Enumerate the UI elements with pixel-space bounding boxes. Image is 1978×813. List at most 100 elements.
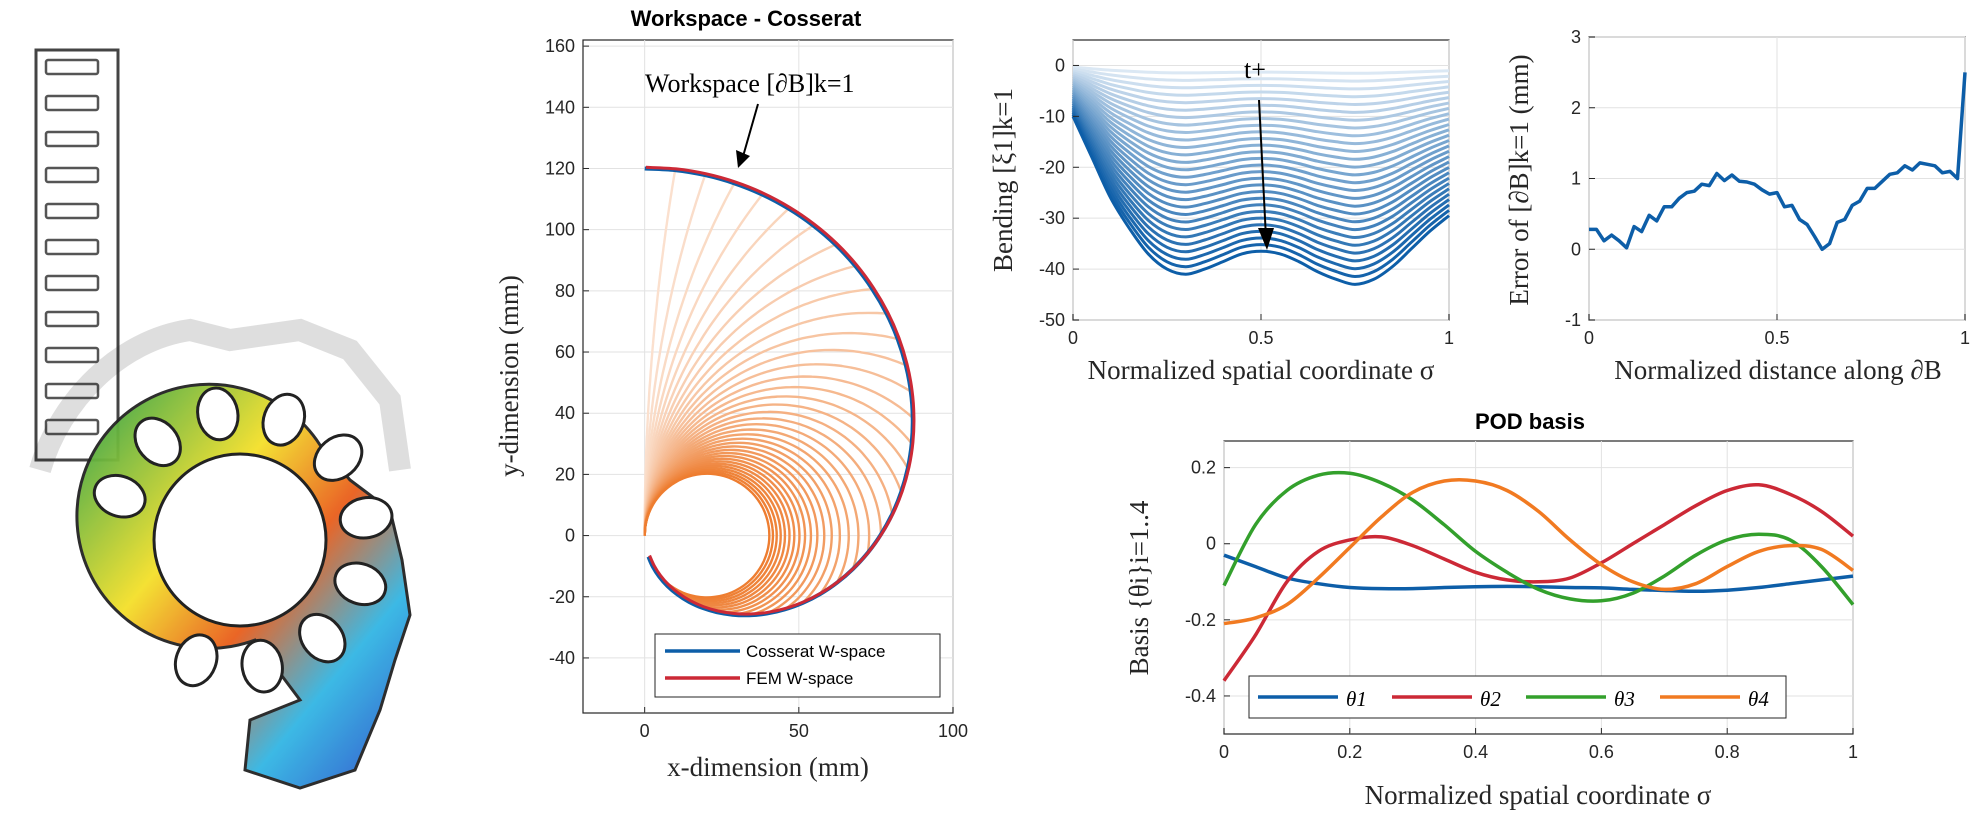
workspace-legend: Cosserat W-space FEM W-space: [654, 633, 941, 698]
bending-tick-label-y: -10: [1039, 106, 1065, 126]
bending-xlabel: Normalized spatial coordinate σ: [1088, 355, 1435, 385]
bending-tick-label-x: 0: [1068, 328, 1078, 348]
pod-tick-label-y: 0: [1206, 534, 1216, 554]
workspace-tick-label-x: 0: [640, 721, 650, 741]
bending-tick-label-x: 1: [1444, 328, 1454, 348]
bending-tick-label-y: -20: [1039, 157, 1065, 177]
bending-curve: [1072, 67, 1450, 83]
meander-slot: [44, 58, 100, 76]
workspace-tick-label-y: 40: [555, 403, 575, 423]
bending-curve: [1071, 112, 1450, 271]
pod-tick-label-y: -0.2: [1185, 610, 1216, 630]
bending-curve: [1071, 108, 1450, 255]
robot-cell: [298, 612, 347, 664]
bending-curve: [1072, 71, 1450, 99]
bending-curve: [1072, 65, 1450, 75]
pod-tick-label-x: 0.8: [1715, 742, 1740, 762]
bending-curve: [1071, 106, 1450, 247]
pod-legend-label: θ1: [1346, 687, 1367, 711]
bending-curve: [1071, 100, 1450, 224]
meander-slot: [44, 166, 100, 184]
robot-cell: [261, 392, 307, 447]
bending-curve: [1071, 93, 1450, 193]
meander-slot: [44, 94, 100, 112]
workspace-tick-label-y: -20: [549, 587, 575, 607]
workspace-tick-label-y: 80: [555, 281, 575, 301]
pod-line-theta-3: [1222, 470, 1855, 606]
error-xlabel: Normalized distance along ∂B: [1614, 355, 1942, 385]
robot-cell: [333, 561, 388, 607]
bending-curve: [1071, 95, 1450, 200]
bending-curve: [1071, 102, 1450, 232]
pod-tick-label-x: 0.6: [1589, 742, 1614, 762]
pod-tick-label-x: 0.2: [1337, 742, 1362, 762]
bending-curve: [1071, 113, 1450, 279]
workspace-title: Workspace - Cosserat: [631, 6, 862, 31]
workspace-grid: [583, 40, 954, 713]
pod-legend-label: θ2: [1480, 687, 1501, 711]
pod-line-theta-2: [1222, 482, 1855, 682]
bending-tick-label-y: -40: [1039, 259, 1065, 279]
workspace-panel: Workspace - Cosserat 0 50 100 -40 -20 0 20 40 60…: [494, 6, 968, 782]
robot-inner-cut: [152, 452, 328, 628]
pod-line-theta-1: [1223, 553, 1854, 594]
workspace-tick-label-y: 100: [545, 220, 575, 240]
meander-slot: [44, 310, 100, 328]
bending-curve: [1072, 73, 1450, 107]
workspace-ylabel: y-dimension (mm): [494, 275, 524, 477]
error-tick-label-y: 1: [1571, 169, 1581, 189]
error-series: [1589, 72, 1967, 252]
error-tick-label-x: 1: [1960, 328, 1970, 348]
robot-cell: [196, 386, 240, 442]
workspace-tick-label-y: 160: [545, 36, 575, 56]
pod-xlabel: Normalized spatial coordinate σ: [1365, 780, 1712, 810]
error-tick-label-x: 0: [1584, 328, 1594, 348]
pod-ylabel: Basis {θi}i=1..4: [1124, 500, 1154, 675]
workspace-tick-label-y: 140: [545, 97, 575, 117]
workspace-xlabel: x-dimension (mm): [667, 752, 869, 782]
meander-slot: [44, 238, 100, 256]
pod-legend-label: θ3: [1614, 687, 1635, 711]
pod-legend: θ1 θ2 θ3 θ4: [1248, 675, 1787, 719]
workspace-fem-line: [645, 165, 916, 616]
bending-tick-label-y: 0: [1055, 55, 1065, 75]
pod-tick-label-x: 0.4: [1463, 742, 1488, 762]
legend-fem: FEM W-space: [746, 669, 853, 688]
workspace-series: [644, 165, 916, 618]
error-tick-label-x: 0.5: [1764, 328, 1789, 348]
robot-cell: [338, 496, 394, 540]
robot-cell: [312, 433, 364, 482]
workspace-configurations: [643, 169, 914, 617]
pod-legend-label: θ4: [1748, 687, 1769, 711]
bending-panel: 0 0.5 1 -50 -40 -30 -20 -10 0 t+ Normalized spat…: [988, 39, 1454, 385]
bending-curve: [1071, 99, 1450, 216]
robot-arc-segments: [29, 318, 411, 474]
error-line: [1589, 72, 1967, 252]
pod-panel: POD basis 0 0.2 0.4 0.6 0.8 1-0.4-0.200.2 θ1 θ…: [1124, 409, 1858, 810]
bending-tick-label-y: -50: [1039, 310, 1065, 330]
meander-slot: [44, 418, 100, 436]
workspace-annotation-arrow: [741, 103, 759, 161]
workspace-tick-label-y: 0: [565, 526, 575, 546]
pod-tick-label-x: 0: [1219, 742, 1229, 762]
workspace-tick-label-x: 100: [938, 721, 968, 741]
workspace-configuration-curve: [643, 472, 771, 599]
workspace-tick-label-y: -40: [549, 648, 575, 668]
robot-cell: [240, 638, 284, 694]
meander-slot: [44, 382, 100, 400]
meander-slot: [44, 202, 100, 220]
meander-slot: [44, 274, 100, 292]
workspace-annotation: Workspace [∂B]k=1: [645, 69, 855, 98]
bending-curve: [1072, 78, 1450, 130]
bending-arrow-head: [1258, 228, 1274, 250]
error-tick-label-y: 2: [1571, 98, 1581, 118]
meander-slot: [44, 130, 100, 148]
pod-line-theta-4: [1223, 477, 1855, 626]
pod-title: POD basis: [1475, 409, 1585, 434]
soft-robot-illustration: [29, 48, 412, 790]
legend-cosserat: Cosserat W-space: [746, 642, 886, 661]
bending-curve: [1071, 91, 1450, 185]
